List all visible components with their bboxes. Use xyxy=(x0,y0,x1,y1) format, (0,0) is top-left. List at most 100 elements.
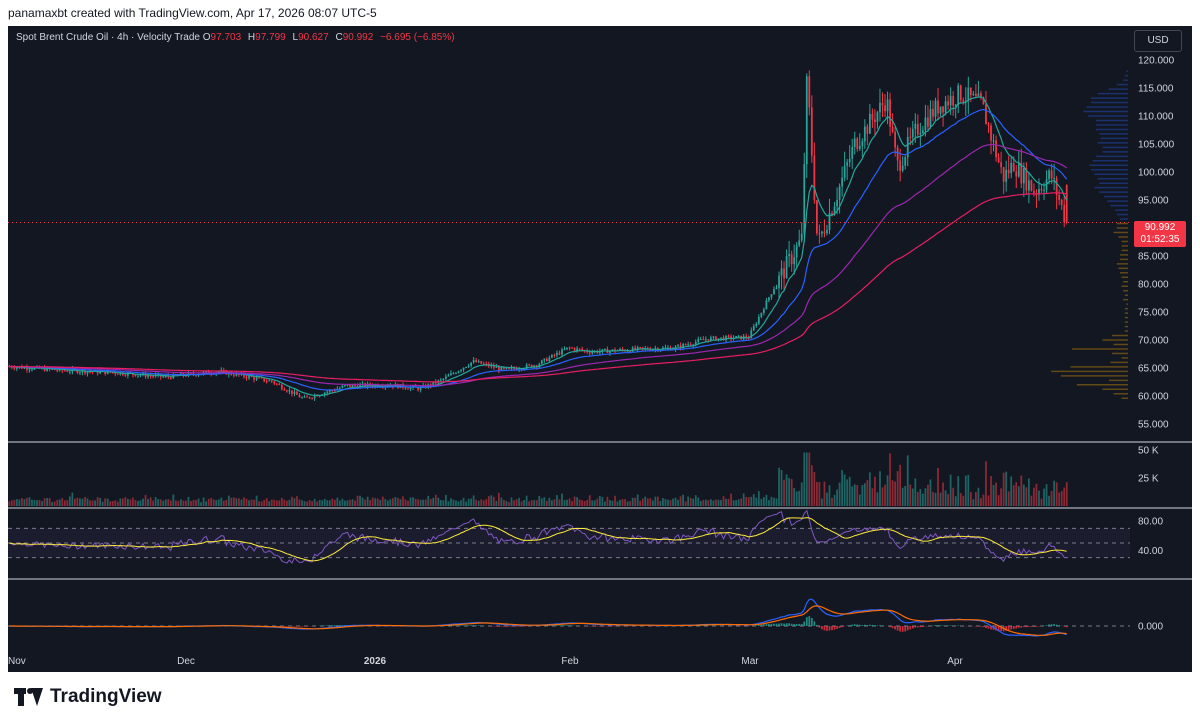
candle-body xyxy=(937,100,939,114)
open-label: O xyxy=(202,32,211,43)
candle-body xyxy=(699,339,702,341)
candle-body xyxy=(636,347,639,350)
candle-body xyxy=(727,336,730,338)
candle-body xyxy=(841,177,844,187)
candle-body xyxy=(1053,178,1056,180)
candle-body xyxy=(876,112,879,122)
candle-body xyxy=(503,367,505,369)
candle-body xyxy=(1012,162,1015,172)
candle-body xyxy=(190,372,192,374)
candle-body xyxy=(475,359,478,363)
candle-body xyxy=(992,140,995,142)
candle-body xyxy=(147,375,149,377)
candle-body xyxy=(939,106,942,114)
candle-body xyxy=(795,245,798,258)
chart-area[interactable]: 120.000 115.000 110.000 105.000 100.000 95.00… xyxy=(8,26,1192,672)
candle-body xyxy=(619,349,621,351)
ma-fast-line xyxy=(9,96,1068,396)
candle-body xyxy=(139,375,142,377)
change-value: −6.695 (−6.85%) xyxy=(380,32,455,43)
candle-body xyxy=(477,361,480,363)
candle-body xyxy=(538,363,541,367)
tradingview-logo[interactable]: TradingView xyxy=(14,686,162,708)
price-tick-label: 115.000 xyxy=(1138,84,1174,95)
candle-body xyxy=(432,381,435,386)
candle-body xyxy=(823,231,826,234)
price-tick-label: 70.000 xyxy=(1138,336,1169,347)
low-label: L xyxy=(292,32,299,43)
candle-body xyxy=(899,160,902,171)
candle-body xyxy=(308,396,311,399)
candle-body xyxy=(99,371,102,374)
candle-body xyxy=(270,380,273,382)
candle-body xyxy=(250,376,253,378)
candle-body xyxy=(535,365,538,367)
currency-button[interactable]: USD xyxy=(1134,30,1182,52)
chart-canvas[interactable]: 120.000 115.000 110.000 105.000 100.000 95.00… xyxy=(8,26,1192,672)
candle-body xyxy=(848,158,851,163)
candle-body xyxy=(858,146,861,150)
candle-body xyxy=(762,309,765,313)
candle-body xyxy=(359,384,361,388)
candle-body xyxy=(164,375,167,377)
candle-body xyxy=(492,365,495,368)
candle-body xyxy=(601,349,604,352)
candle-body xyxy=(470,362,473,366)
candle-body xyxy=(921,130,924,134)
candle-body xyxy=(780,268,783,276)
ma-mid-line xyxy=(9,108,1068,391)
candle-body xyxy=(815,200,818,234)
candle-body xyxy=(715,336,717,341)
candle-body xyxy=(283,389,286,391)
candle-body xyxy=(634,347,637,350)
candle-body xyxy=(689,344,692,346)
time-tick-label: Dec xyxy=(177,656,195,667)
candle-body xyxy=(909,136,912,138)
candle-body xyxy=(959,85,962,101)
candle-body xyxy=(947,101,950,106)
candle-body xyxy=(818,233,821,235)
candle-body xyxy=(838,186,841,200)
candle-body xyxy=(914,123,917,129)
candle-body xyxy=(896,147,899,161)
candle-body xyxy=(545,358,548,362)
candle-body xyxy=(775,287,778,290)
candle-body xyxy=(952,96,955,106)
candle-body xyxy=(268,380,271,382)
candle-body xyxy=(245,376,248,379)
candle-body xyxy=(826,229,828,234)
candle-body xyxy=(995,140,997,158)
candle-body xyxy=(500,367,503,371)
candle-body xyxy=(881,102,884,106)
candle-body xyxy=(730,336,732,339)
candle-body xyxy=(702,339,705,341)
candle-body xyxy=(68,371,71,373)
candle-body xyxy=(326,391,329,393)
candle-body xyxy=(1010,162,1013,174)
candle-body xyxy=(735,336,738,339)
candle-body xyxy=(563,349,566,351)
candle-body xyxy=(894,131,897,148)
price-tick-label: 55.000 xyxy=(1138,420,1169,431)
candle-body xyxy=(548,357,551,362)
price-tick-label: 100.000 xyxy=(1138,168,1175,179)
candle-body xyxy=(1000,162,1003,168)
candle-body xyxy=(28,369,31,371)
tradingview-logo-icon xyxy=(14,688,44,706)
close-label: C xyxy=(335,32,343,43)
candle-body xyxy=(760,312,763,317)
candle-body xyxy=(591,352,594,354)
candle-body xyxy=(831,212,833,215)
candle-body xyxy=(972,93,975,95)
candle-body xyxy=(152,375,155,377)
candle-body xyxy=(311,398,314,400)
candle-body xyxy=(1058,194,1061,200)
candle-body xyxy=(341,385,344,388)
candle-body xyxy=(813,155,816,201)
candle-body xyxy=(419,387,422,391)
candle-body xyxy=(964,100,967,103)
candle-body xyxy=(1030,180,1033,191)
candle-body xyxy=(851,147,854,159)
candle-body xyxy=(56,370,59,372)
candle-body xyxy=(354,384,356,386)
